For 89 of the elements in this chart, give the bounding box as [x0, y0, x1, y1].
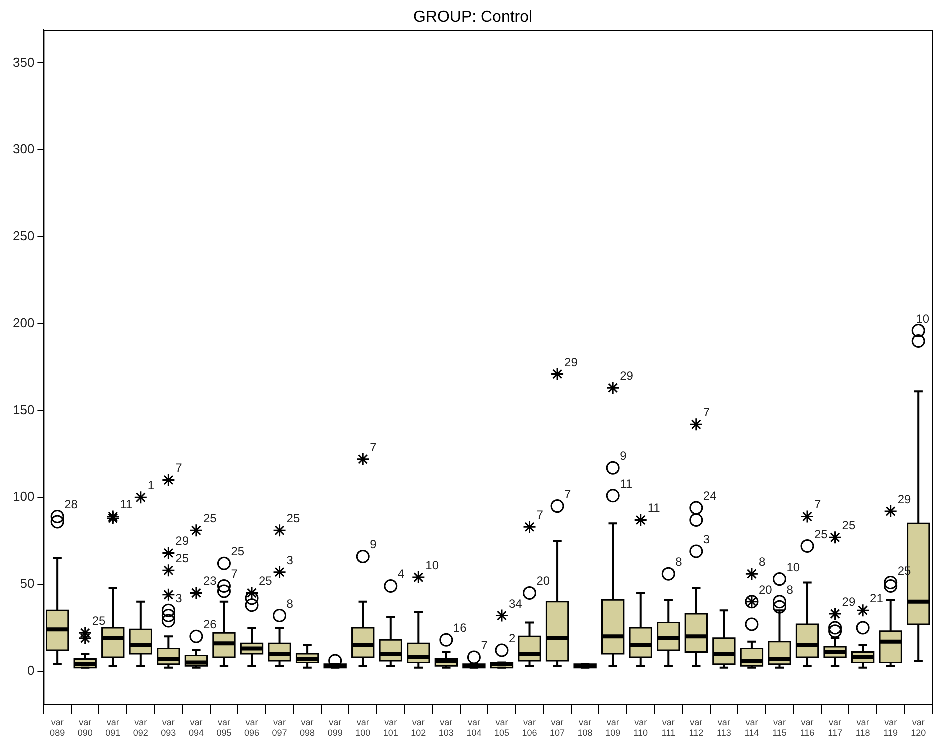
annotation: 29 [564, 355, 578, 370]
y-tick-label: 100 [12, 489, 35, 504]
annotation: 9 [370, 538, 378, 552]
y-tick-label: 200 [12, 315, 35, 330]
annotation: 29 [842, 595, 856, 610]
annotation: 11 [648, 501, 661, 516]
annotation: 7 [814, 498, 822, 512]
x-tick-label: var 107 [550, 717, 566, 738]
annotation: 9 [620, 449, 628, 464]
annotation: 26 [203, 618, 218, 632]
annotation: 2 [508, 632, 516, 646]
annotation: 20 [758, 582, 773, 597]
annotation: 25 [286, 512, 300, 526]
x-tick-label: var 090 [78, 717, 93, 738]
annotation: 16 [453, 621, 468, 636]
x-tick-label: var 109 [606, 717, 621, 738]
annotation: 24 [703, 489, 718, 504]
x-tick-label: var 105 [494, 717, 510, 738]
annotation: 11 [120, 498, 133, 512]
annotation: 34 [508, 596, 523, 611]
annotation: 25 [842, 518, 856, 533]
x-tick-label: var 115 [772, 717, 787, 738]
x-tick-label: var 111 [662, 717, 676, 738]
annotation: 3 [176, 592, 183, 606]
annotation: 7 [481, 638, 488, 652]
y-tick-label: 250 [12, 228, 35, 244]
annotation: 8 [786, 582, 794, 597]
annotation: 20 [536, 574, 550, 588]
x-tick-label: var 116 [800, 717, 815, 738]
annotation: 10 [426, 558, 440, 573]
annotation: 7 [370, 440, 378, 454]
annotation: 11 [620, 476, 633, 491]
x-tick-label: var 119 [884, 717, 898, 738]
annotation: 25 [231, 544, 245, 559]
x-tick-label: var 100 [356, 717, 371, 738]
annotation: 29 [898, 492, 912, 507]
annotation: 10 [786, 560, 800, 574]
annotation: 3 [703, 532, 710, 546]
annotation: 8 [758, 555, 766, 570]
x-tick-label: var 092 [133, 717, 148, 738]
y-tick-label: 350 [12, 54, 35, 70]
annotation: 25 [814, 527, 828, 542]
x-tick-label: var 114 [744, 717, 760, 738]
annotation: 23 [203, 574, 218, 588]
annotation: 3 [286, 553, 294, 568]
x-tick-label: var 095 [216, 717, 232, 738]
x-tick-label: var 118 [856, 717, 870, 738]
x-tick-label: var 098 [300, 717, 316, 738]
chart-title: GROUP: Control [413, 9, 533, 26]
annotation: 8 [676, 555, 683, 570]
x-tick-label: var 106 [522, 717, 538, 738]
annotation: 10 [916, 312, 930, 326]
x-tick-label: var 103 [438, 717, 454, 738]
y-tick-label: 50 [20, 576, 35, 592]
annotation: 25 [92, 614, 106, 628]
x-tick-label: var 093 [161, 717, 176, 738]
x-tick-label: var 120 [911, 717, 926, 738]
annotation: 1 [148, 478, 155, 493]
annotation: 28 [64, 498, 78, 512]
y-tick-label: 150 [12, 402, 35, 418]
x-tick-label: var 110 [634, 717, 648, 738]
annotation: 7 [231, 567, 238, 582]
x-tick-label: var 117 [828, 717, 842, 738]
annotation: 7 [176, 461, 183, 476]
annotation: 21 [870, 592, 884, 606]
x-tick-label: var 096 [244, 717, 260, 738]
y-tick-label: 300 [12, 142, 35, 157]
x-tick-label: var 091 [106, 717, 121, 738]
annotation: 25 [176, 552, 190, 566]
annotation: 8 [286, 596, 294, 611]
annotation: 25 [259, 574, 273, 588]
x-tick-label: var 094 [188, 717, 204, 738]
x-tick-label: var 089 [50, 717, 66, 738]
x-tick-label: var 113 [717, 717, 732, 738]
annotation: 29 [620, 369, 634, 384]
annotation: 25 [203, 512, 218, 526]
x-tick-label: var 102 [411, 717, 426, 738]
x-tick-label: var 101 [383, 717, 398, 738]
annotation: 7 [536, 508, 544, 522]
annotation: 7 [703, 406, 710, 420]
annotation: 4 [398, 567, 405, 582]
x-tick-label: var 097 [272, 717, 288, 738]
x-tick-label: var 104 [466, 717, 482, 738]
x-tick-label: var 108 [578, 717, 593, 738]
x-tick-label: var 112 [689, 717, 704, 738]
x-tick-label: var 099 [328, 717, 343, 738]
annotation: 29 [176, 534, 190, 548]
annotation: 7 [564, 487, 572, 502]
y-tick-label: 0 [27, 662, 35, 678]
